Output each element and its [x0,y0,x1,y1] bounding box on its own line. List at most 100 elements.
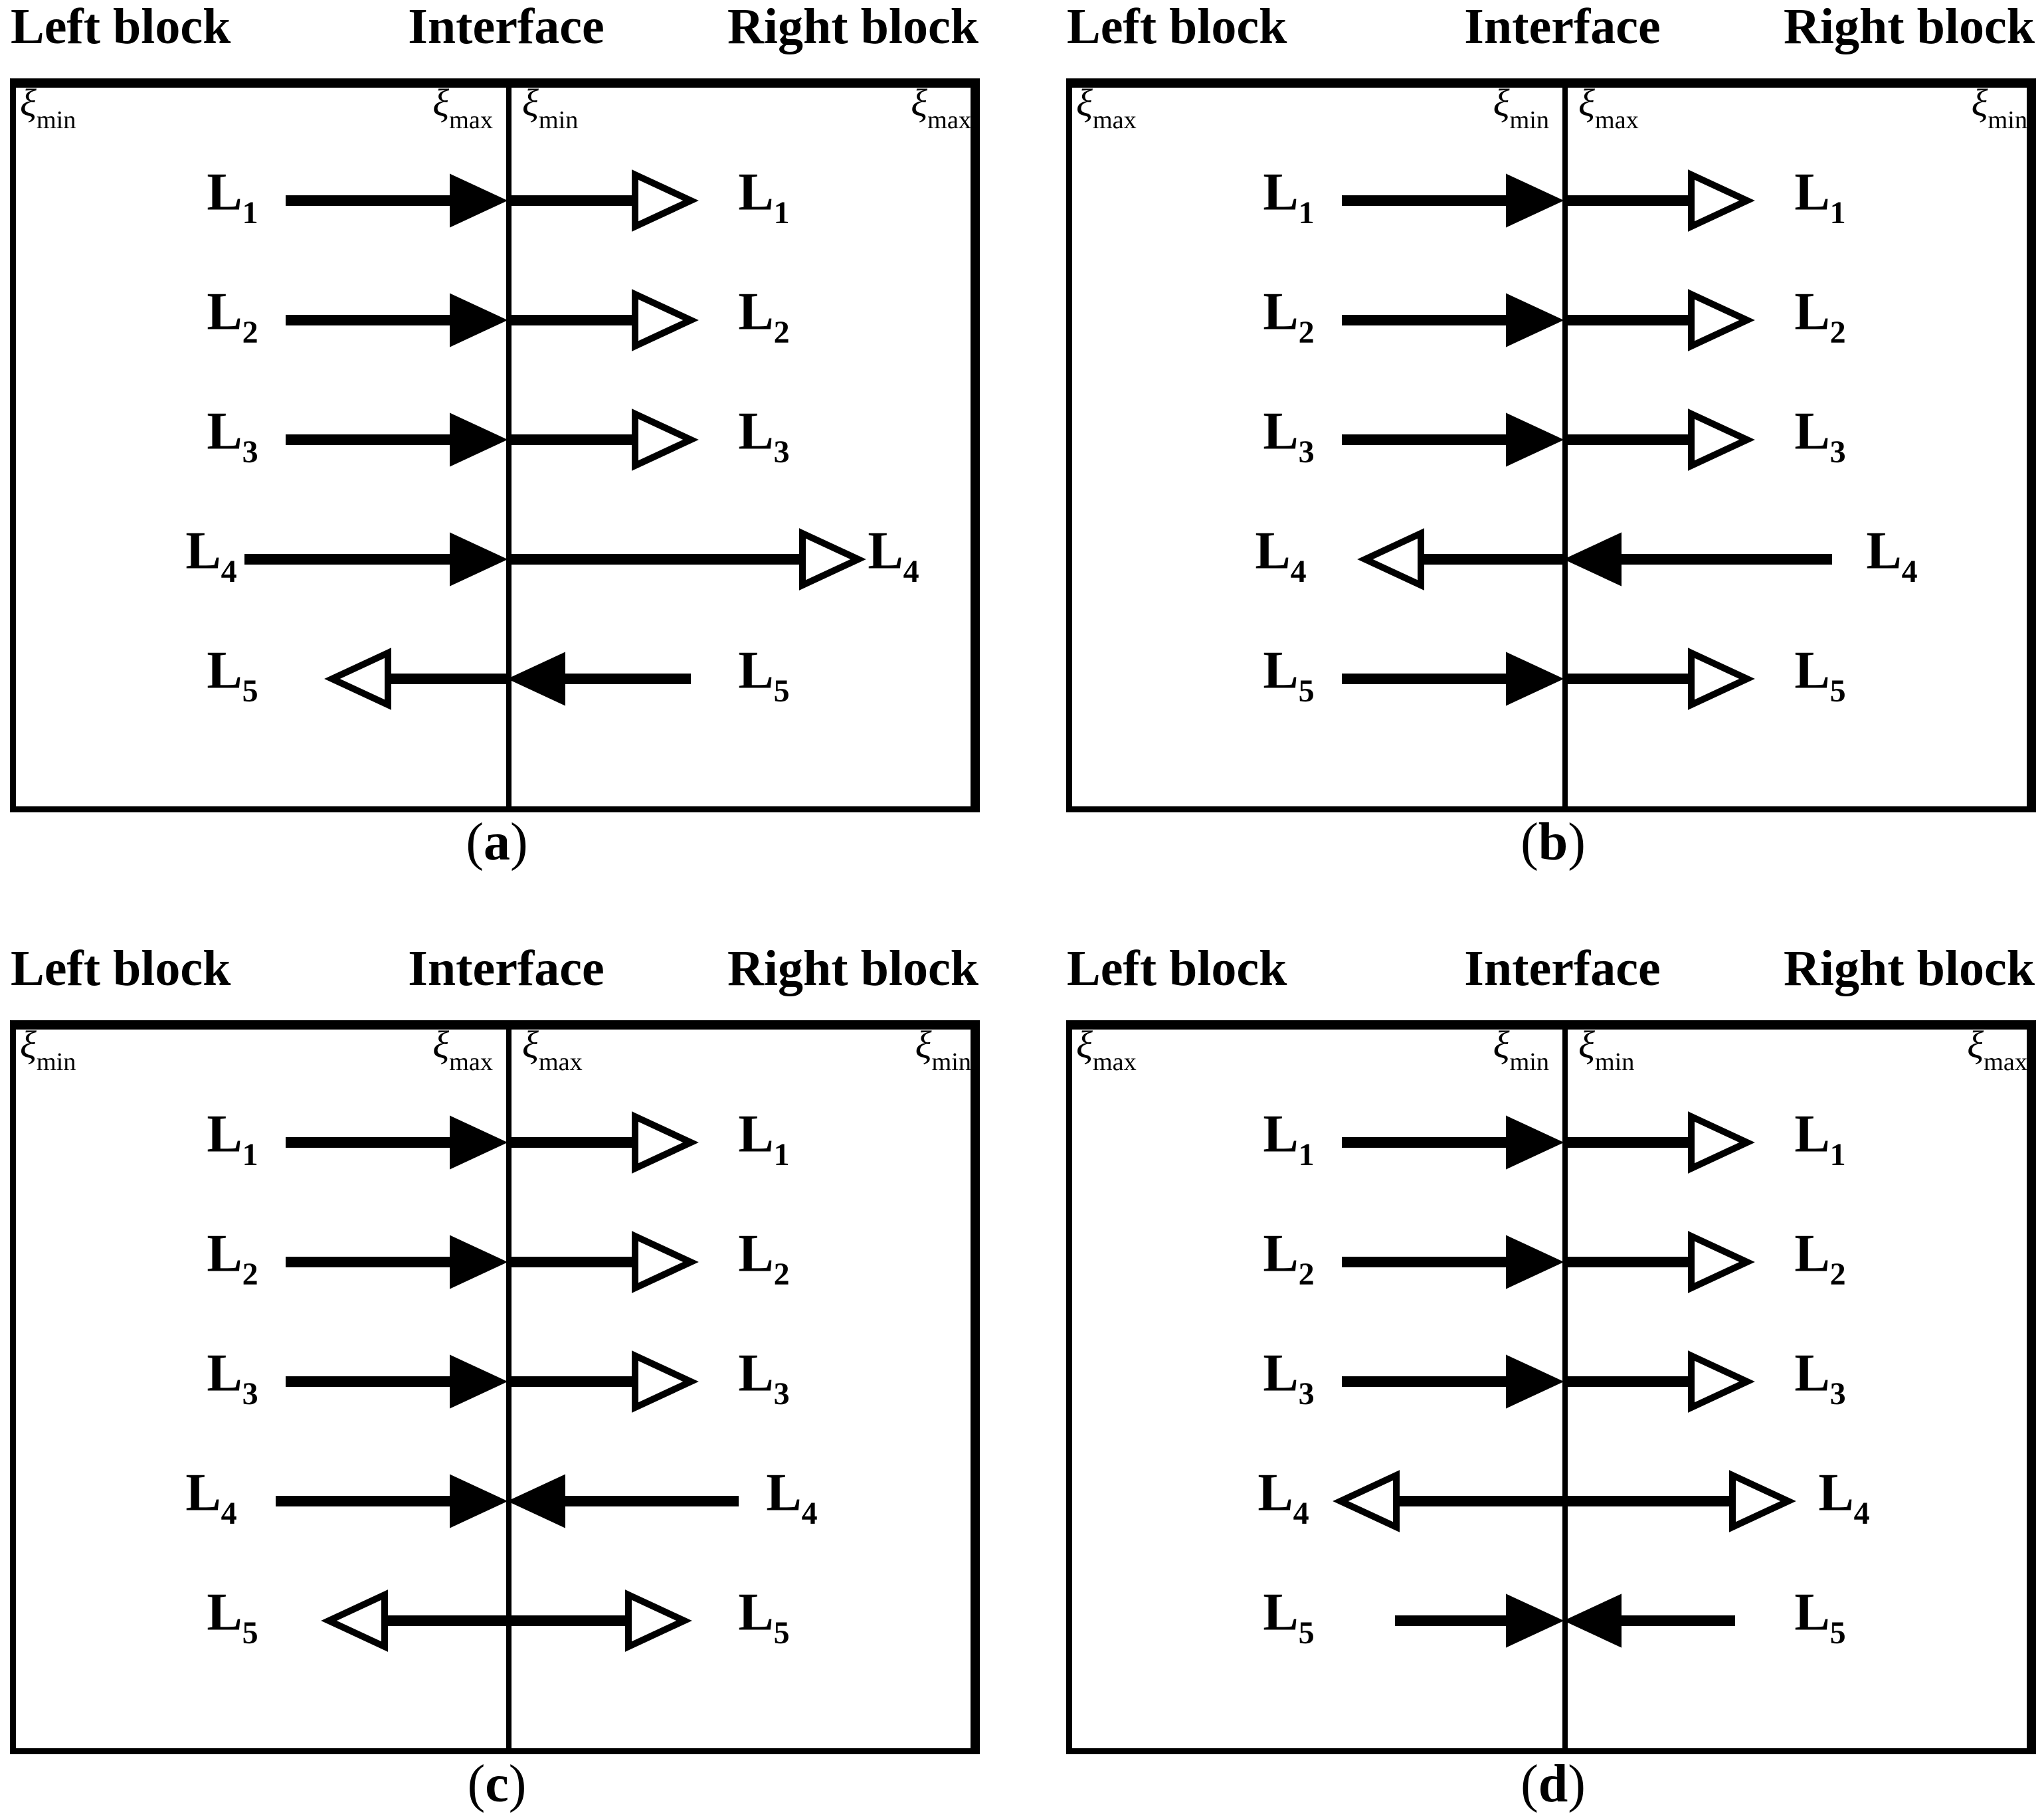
xi-symbol: ξ [1076,1023,1093,1066]
right-block-characteristic-label-L2: L2 [738,282,790,350]
right-block-header: Right block [727,941,978,996]
xi-symbol: ξ [1967,1023,1984,1066]
right-block-characteristic-label-L5: L5 [738,641,790,709]
xi-symbol: ξ [1493,81,1510,124]
arrow-icon [1563,532,1832,587]
xi-min-label: ξmin [1578,1023,1635,1077]
right-block-characteristic-label-L2: L2 [738,1224,790,1292]
left-block-arrow-right-filled [278,1109,514,1176]
left-block-characteristic-label-L1: L1 [207,163,258,230]
xi-min-label: ξmin [522,81,579,135]
arrow-icon [509,1350,699,1413]
left-block-arrow-right-filled [268,1468,514,1534]
right-block-arrow-right-hollow [1557,167,1755,234]
xi-max-label: ξmax [1076,1023,1137,1077]
xi-max-label: ξmax [1578,81,1639,135]
left-block-characteristic-label-L5: L5 [1263,641,1315,709]
arrow-icon [286,173,508,228]
arrow-icon [509,1231,699,1293]
xi-symbol: ξ [1493,1023,1510,1066]
panel-b: Left block Interface Right block ξmax ξmi… [1056,0,2044,927]
arrow-icon [286,1354,508,1409]
interface-line [1562,1030,1568,1748]
panel-caption: (a) [466,816,527,869]
arrow-icon [1565,648,1755,710]
arrow-icon [509,408,699,471]
arrow-icon [509,169,699,232]
interface-header: Interface [408,0,604,54]
left-block-characteristic-label-L4: L4 [1255,521,1307,589]
right-block-characteristic-label-L5: L5 [1794,641,1846,709]
caption-letter: b [1538,813,1568,871]
caption-paren: ( [1521,813,1538,871]
xi-max-label: ξmax [432,81,493,135]
arrow-icon [1565,169,1755,232]
right-block-arrow-right-hollow [1557,1229,1755,1295]
left-block-characteristic-label-L4: L4 [185,1463,237,1531]
right-block-arrow-right-hollow [501,287,699,353]
left-block-arrow-right-filled [1334,167,1570,234]
left-block-characteristic-label-L1: L1 [1263,1105,1315,1172]
panel-content: ξmin ξmax ξmax ξmin L1 L1 L2 L2 L3 L3 L4 L4 L5 L5 [0,942,988,1814]
caption-paren: ) [1568,813,1586,871]
xi-symbol: ξ [1578,81,1595,124]
right-block-characteristic-label-L3: L3 [1794,1344,1846,1411]
arrow-icon [276,1474,508,1528]
caption-letter: a [484,813,510,871]
right-block-arrow-right-hollow [1557,1468,1796,1534]
xi-min-label: ξmin [1493,1023,1549,1077]
left-block-arrow-right-filled [1334,1229,1570,1295]
left-block-arrow-right-filled [278,407,514,473]
panel-caption: (d) [1521,1758,1586,1811]
left-block-header: Left block [11,941,231,996]
xi-min-label: ξmin [20,81,76,135]
right-block-characteristic-label-L4: L4 [1866,521,1918,589]
left-block-characteristic-label-L3: L3 [1263,402,1315,470]
arrow-icon [244,532,508,587]
arrow-icon [1565,408,1755,471]
xi-symbol: ξ [1578,1023,1595,1066]
left-block-characteristic-label-L4: L4 [185,521,237,589]
arrow-icon [1342,652,1564,706]
caption-paren: ) [508,1755,527,1813]
xi-symbol: ξ [522,1023,539,1066]
xi-symbol: ξ [20,1023,37,1066]
right-block-characteristic-label-L5: L5 [1794,1583,1846,1651]
xi-symbol: ξ [20,81,37,124]
right-block-header: Right block [1784,941,2035,996]
caption-paren: ( [1521,1755,1538,1813]
left-block-characteristic-label-L2: L2 [1263,282,1315,350]
xi-max-label: ξmax [1076,81,1137,135]
left-block-characteristic-label-L3: L3 [1263,1344,1315,1411]
xi-max-label: ξmax [432,1023,493,1077]
arrow-icon [286,412,508,467]
right-block-characteristic-label-L4: L4 [1818,1463,1870,1531]
left-block-arrow-right-filled [1334,646,1570,712]
left-block-arrow-right-filled [278,287,514,353]
caption-letter: d [1538,1755,1568,1813]
panel-content: ξmin ξmax ξmin ξmax L1 L1 L2 L2 L3 L3 L4 L4 L5 L5 [0,0,988,927]
interface-header: Interface [1464,0,1661,54]
xi-min-label: ξmin [915,1023,971,1077]
arrow-icon [1342,1235,1564,1289]
arrow-icon [286,1115,508,1170]
right-block-arrow-right-hollow [1557,1348,1755,1415]
panel-a: Left block Interface Right block ξmin ξma… [0,0,988,927]
arrow-icon [1342,1115,1564,1170]
right-block-arrow-left-filled [501,646,699,712]
xi-max-label: ξmax [1967,1023,2027,1077]
right-block-characteristic-label-L3: L3 [738,402,790,470]
right-block-arrow-right-hollow [501,407,699,473]
left-block-arrow-right-filled [1334,1109,1570,1176]
left-block-arrow-left-hollow [321,1587,514,1654]
right-block-arrow-left-filled [1557,1587,1743,1654]
left-block-header: Left block [1067,941,1287,996]
left-block-header: Left block [11,0,231,54]
panel-c: Left block Interface Right block ξmin ξma… [0,942,988,1814]
left-block-characteristic-label-L2: L2 [1263,1224,1315,1292]
caption-paren: ) [510,813,528,871]
interface-header: Interface [408,941,604,996]
left-block-arrow-right-filled [278,167,514,234]
right-block-header: Right block [727,0,978,54]
right-block-characteristic-label-L3: L3 [738,1344,790,1411]
